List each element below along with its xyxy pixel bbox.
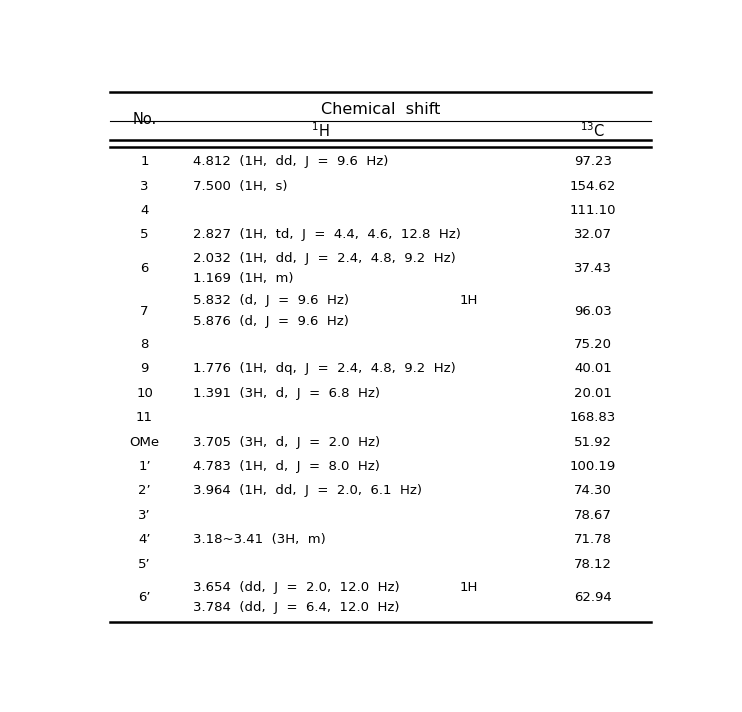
Text: 154.62: 154.62 (570, 179, 616, 193)
Text: 8: 8 (140, 338, 148, 351)
Text: 9: 9 (140, 362, 148, 375)
Text: 78.67: 78.67 (574, 509, 612, 522)
Text: Chemical  shift: Chemical shift (321, 102, 440, 117)
Text: 4.812  (1H,  dd,  J  =  9.6  Hz): 4.812 (1H, dd, J = 9.6 Hz) (194, 155, 389, 168)
Text: OMe: OMe (129, 436, 160, 449)
Text: 11: 11 (136, 412, 153, 424)
Text: 3.705  (3H,  d,  J  =  2.0  Hz): 3.705 (3H, d, J = 2.0 Hz) (194, 436, 381, 449)
Text: 5.876  (d,  J  =  9.6  Hz): 5.876 (d, J = 9.6 Hz) (194, 315, 349, 328)
Text: No.: No. (132, 112, 157, 127)
Text: 2.032  (1H,  dd,  J  =  2.4,  4.8,  9.2  Hz): 2.032 (1H, dd, J = 2.4, 4.8, 9.2 Hz) (194, 251, 456, 265)
Text: 7: 7 (140, 305, 148, 318)
Text: 4’: 4’ (138, 533, 151, 546)
Text: 3: 3 (140, 179, 148, 193)
Text: 6: 6 (140, 262, 148, 275)
Text: 75.20: 75.20 (574, 338, 612, 351)
Text: 3.964  (1H,  dd,  J  =  2.0,  6.1  Hz): 3.964 (1H, dd, J = 2.0, 6.1 Hz) (194, 484, 422, 498)
Text: 71.78: 71.78 (574, 533, 612, 546)
Text: 1H: 1H (459, 294, 478, 308)
Text: 5’: 5’ (138, 557, 151, 570)
Text: 3’: 3’ (138, 509, 151, 522)
Text: 100.19: 100.19 (570, 460, 616, 473)
Text: 74.30: 74.30 (574, 484, 612, 498)
Text: 7.500  (1H,  s): 7.500 (1H, s) (194, 179, 288, 193)
Text: 1.391  (3H,  d,  J  =  6.8  Hz): 1.391 (3H, d, J = 6.8 Hz) (194, 387, 381, 400)
Text: 1: 1 (140, 155, 148, 168)
Text: 3.18~3.41  (3H,  m): 3.18~3.41 (3H, m) (194, 533, 326, 546)
Text: 40.01: 40.01 (574, 362, 612, 375)
Text: 5: 5 (140, 229, 148, 241)
Text: 5.832  (d,  J  =  9.6  Hz): 5.832 (d, J = 9.6 Hz) (194, 294, 349, 308)
Text: 6’: 6’ (138, 591, 151, 604)
Text: 32.07: 32.07 (574, 229, 612, 241)
Text: 10: 10 (136, 387, 153, 400)
Text: 1.776  (1H,  dq,  J  =  2.4,  4.8,  9.2  Hz): 1.776 (1H, dq, J = 2.4, 4.8, 9.2 Hz) (194, 362, 456, 375)
Text: 37.43: 37.43 (574, 262, 612, 275)
Text: 20.01: 20.01 (574, 387, 612, 400)
Text: 2.827  (1H,  td,  J  =  4.4,  4.6,  12.8  Hz): 2.827 (1H, td, J = 4.4, 4.6, 12.8 Hz) (194, 229, 462, 241)
Text: $^{1}$H: $^{1}$H (311, 121, 329, 140)
Text: 51.92: 51.92 (574, 436, 612, 449)
Text: 1H: 1H (459, 581, 478, 594)
Text: 97.23: 97.23 (574, 155, 612, 168)
Text: 1’: 1’ (138, 460, 151, 473)
Text: 1.169  (1H,  m): 1.169 (1H, m) (194, 272, 294, 286)
Text: 111.10: 111.10 (570, 204, 617, 217)
Text: 168.83: 168.83 (570, 412, 616, 424)
Text: $^{13}$C: $^{13}$C (580, 121, 605, 140)
Text: 96.03: 96.03 (574, 305, 612, 318)
Text: 4: 4 (140, 204, 148, 217)
Text: 3.784  (dd,  J  =  6.4,  12.0  Hz): 3.784 (dd, J = 6.4, 12.0 Hz) (194, 602, 400, 614)
Text: 4.783  (1H,  d,  J  =  8.0  Hz): 4.783 (1H, d, J = 8.0 Hz) (194, 460, 380, 473)
Text: 62.94: 62.94 (574, 591, 612, 604)
Text: 3.654  (dd,  J  =  2.0,  12.0  Hz): 3.654 (dd, J = 2.0, 12.0 Hz) (194, 581, 400, 594)
Text: 78.12: 78.12 (574, 557, 612, 570)
Text: 2’: 2’ (138, 484, 151, 498)
